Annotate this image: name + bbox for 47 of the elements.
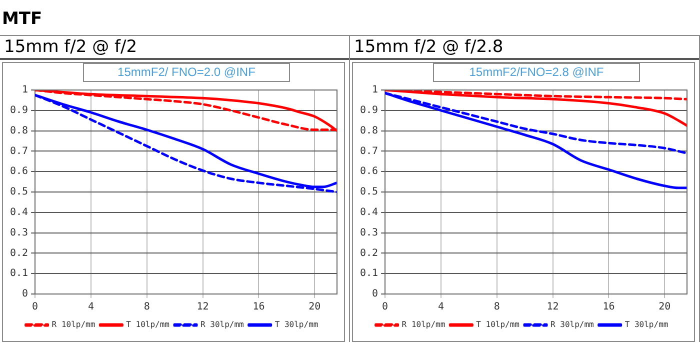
y-tick-label: 0.5 <box>360 186 378 198</box>
x-tick-label: 20 <box>658 302 671 313</box>
x-tick-label: 12 <box>196 302 209 313</box>
y-tick-label: 0.4 <box>10 206 28 218</box>
x-tick-label: 8 <box>144 302 150 313</box>
legend-label: T 30lp/mm <box>274 320 318 330</box>
x-tick-label: 16 <box>252 302 265 313</box>
text: MTF <box>2 9 42 29</box>
chart-title: 15mm f/2 @ f/2.8 <box>350 36 699 60</box>
y-tick-label: 0 <box>372 288 378 300</box>
y-tick-label: 0.1 <box>360 268 378 280</box>
y-tick-label: 0.6 <box>10 166 28 178</box>
y-tick-label: 0.6 <box>360 166 378 178</box>
x-tick-label: 0 <box>382 302 388 313</box>
x-tick-label: 0 <box>32 302 38 313</box>
legend-label: T 10lp/mm <box>476 320 520 330</box>
y-tick-label: 1 <box>22 84 28 96</box>
chart-subtitle: 15mmF2/ FNO=2.0 @INF <box>83 63 290 82</box>
chart-subtitle: 15mmF2/FNO=2.8 @INF <box>433 63 640 82</box>
x-tick-label: 16 <box>602 302 615 313</box>
x-tick-label: 4 <box>438 302 444 313</box>
legend-label: R 30lp/mm <box>550 320 594 330</box>
legend-label: T 30lp/mm <box>624 320 668 330</box>
x-tick-label: 8 <box>494 302 500 313</box>
y-tick-label: 0.2 <box>360 248 378 259</box>
y-tick-label: 0.9 <box>10 104 28 116</box>
legend-label: R 30lp/mm <box>200 320 244 330</box>
x-tick-label: 20 <box>308 302 321 313</box>
x-tick-label: 12 <box>546 302 559 313</box>
y-tick-label: 0.9 <box>360 104 378 116</box>
y-tick-label: 0.2 <box>10 248 28 259</box>
y-tick-label: 0.8 <box>360 125 378 136</box>
legend-label: T 10lp/mm <box>126 320 170 330</box>
y-tick-label: 0.7 <box>10 146 28 157</box>
y-tick-label: 1 <box>372 84 378 96</box>
y-tick-label: 0.4 <box>360 206 378 218</box>
y-tick-label: 0.7 <box>360 146 378 157</box>
y-tick-label: 0.5 <box>10 186 28 198</box>
y-tick-label: 0.8 <box>10 125 28 136</box>
legend-label: R 10lp/mm <box>52 320 96 330</box>
legend-label: R 10lp/mm <box>402 320 446 330</box>
y-tick-label: 0.3 <box>10 227 28 238</box>
y-tick-label: 0 <box>22 288 28 300</box>
chart-title: 15mm f/2 @ f/2 <box>0 36 349 60</box>
x-tick-label: 4 <box>88 302 94 313</box>
y-tick-label: 0.3 <box>360 227 378 238</box>
y-tick-label: 0.1 <box>10 268 28 280</box>
